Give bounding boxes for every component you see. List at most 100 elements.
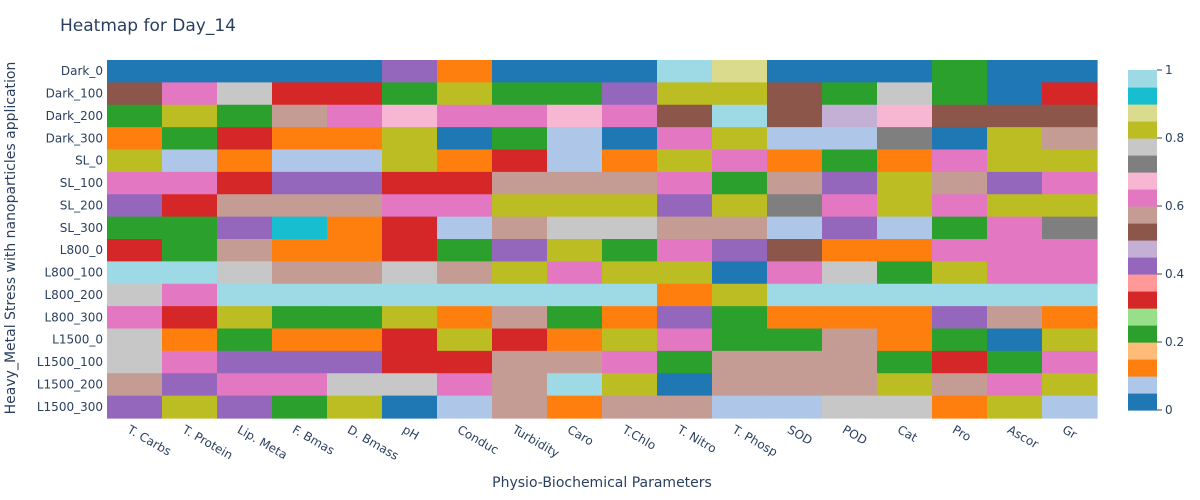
heatmap-cell bbox=[547, 82, 603, 106]
heatmap-cell bbox=[107, 395, 163, 419]
heatmap-cell bbox=[657, 239, 713, 262]
heatmap-cell bbox=[767, 82, 823, 106]
heatmap-cell bbox=[767, 216, 823, 240]
y-tick-label: SL_200 bbox=[60, 198, 103, 212]
x-tick-label: T.Chlo bbox=[619, 422, 658, 453]
x-tick-label: Cat bbox=[895, 422, 920, 444]
heatmap-cell bbox=[327, 239, 383, 262]
x-axis-ticks: T. Carbs T. Protein Lip. Meta F. Bmas D. Bma… bbox=[124, 422, 1079, 463]
heatmap-cell bbox=[877, 283, 933, 307]
heatmap-cell bbox=[767, 306, 823, 330]
chart-title: Heatmap for Day_14 bbox=[60, 16, 236, 36]
x-tick-label: Lip. Meta bbox=[235, 422, 290, 462]
y-tick-label: L1500_0 bbox=[52, 333, 103, 347]
colorbar-tick-label: 0 bbox=[1165, 403, 1173, 417]
heatmap-cell bbox=[602, 104, 658, 128]
heatmap-cell bbox=[822, 194, 878, 218]
heatmap-cell bbox=[712, 82, 768, 106]
heatmap-cell bbox=[162, 239, 218, 262]
heatmap-cell bbox=[987, 216, 1043, 240]
y-tick-label: L800_0 bbox=[60, 243, 103, 257]
heatmap-cell bbox=[932, 104, 988, 128]
heatmap-cell bbox=[767, 60, 823, 83]
y-tick-label: Dark_200 bbox=[46, 109, 103, 123]
heatmap-cell bbox=[217, 350, 273, 374]
heatmap-cell bbox=[712, 104, 768, 128]
heatmap-cell bbox=[822, 149, 878, 173]
colorbar-segment bbox=[1128, 121, 1157, 139]
heatmap-cell bbox=[327, 373, 383, 397]
heatmap-cell bbox=[327, 306, 383, 330]
heatmap-cell bbox=[657, 261, 713, 285]
heatmap-cell bbox=[932, 216, 988, 240]
heatmap-cell bbox=[712, 306, 768, 330]
heatmap-cell bbox=[822, 60, 878, 83]
heatmap-cell bbox=[107, 149, 163, 173]
heatmap-cell bbox=[712, 395, 768, 419]
heatmap-cell bbox=[107, 283, 163, 307]
colorbar-segment bbox=[1128, 172, 1157, 190]
heatmap-cell bbox=[547, 328, 603, 352]
heatmap-cell bbox=[1042, 283, 1098, 307]
heatmap-cell bbox=[712, 373, 768, 397]
heatmap-cell bbox=[217, 395, 273, 419]
heatmap-cell bbox=[217, 239, 273, 262]
heatmap-cell bbox=[987, 82, 1043, 106]
heatmap-cell bbox=[767, 261, 823, 285]
heatmap-cell bbox=[987, 306, 1043, 330]
heatmap-cell bbox=[162, 60, 218, 83]
heatmap-cell bbox=[547, 306, 603, 330]
heatmap-cell bbox=[217, 127, 273, 151]
heatmap-cell bbox=[107, 373, 163, 397]
heatmap-cell bbox=[822, 306, 878, 330]
x-tick-label: Caro bbox=[565, 422, 596, 448]
heatmap-cell bbox=[932, 127, 988, 151]
heatmap-cell bbox=[492, 283, 548, 307]
heatmap-cell bbox=[327, 104, 383, 128]
heatmap-cell bbox=[987, 194, 1043, 218]
heatmap-cell bbox=[987, 261, 1043, 285]
heatmap-cell bbox=[272, 60, 328, 83]
heatmap-cell bbox=[382, 149, 438, 173]
heatmap-cell bbox=[437, 104, 493, 128]
heatmap-cells bbox=[107, 60, 1098, 419]
heatmap-cell bbox=[767, 194, 823, 218]
heatmap-cell bbox=[547, 149, 603, 173]
heatmap-cell bbox=[932, 328, 988, 352]
colorbar-segment bbox=[1128, 138, 1157, 156]
heatmap-cell bbox=[877, 216, 933, 240]
heatmap-cell bbox=[107, 60, 163, 83]
heatmap-cell bbox=[932, 239, 988, 262]
heatmap-cell bbox=[767, 283, 823, 307]
heatmap-cell bbox=[877, 104, 933, 128]
heatmap-cell bbox=[162, 127, 218, 151]
heatmap-cell bbox=[492, 149, 548, 173]
heatmap-cell bbox=[162, 350, 218, 374]
heatmap-cell bbox=[1042, 350, 1098, 374]
heatmap-cell bbox=[327, 60, 383, 83]
heatmap-cell bbox=[877, 60, 933, 83]
heatmap-cell bbox=[492, 261, 548, 285]
heatmap-cell bbox=[327, 149, 383, 173]
y-tick-label: L1500_100 bbox=[37, 355, 103, 369]
heatmap-cell bbox=[437, 239, 493, 262]
heatmap-cell bbox=[437, 60, 493, 83]
heatmap-cell bbox=[437, 216, 493, 240]
heatmap-cell bbox=[327, 82, 383, 106]
colorbar-segment bbox=[1128, 70, 1157, 88]
heatmap-cell bbox=[1042, 127, 1098, 151]
heatmap-cell bbox=[382, 283, 438, 307]
heatmap-cell bbox=[767, 127, 823, 151]
heatmap-cell bbox=[492, 82, 548, 106]
heatmap-cell bbox=[657, 306, 713, 330]
heatmap-cell bbox=[877, 373, 933, 397]
heatmap-cell bbox=[602, 216, 658, 240]
heatmap-cell bbox=[437, 261, 493, 285]
heatmap-cell bbox=[162, 149, 218, 173]
heatmap-cell bbox=[382, 350, 438, 374]
heatmap-cell bbox=[1042, 306, 1098, 330]
heatmap-cell bbox=[547, 373, 603, 397]
colorbar-segment bbox=[1128, 274, 1157, 292]
heatmap-cell bbox=[272, 261, 328, 285]
